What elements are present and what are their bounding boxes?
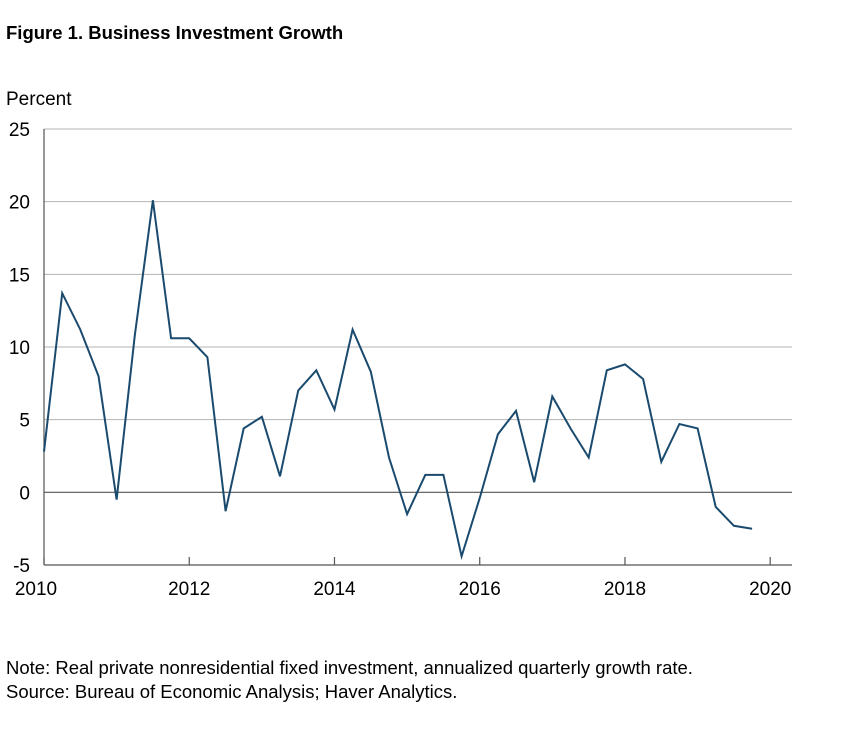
y-axis-label: Percent [6,89,72,110]
line-chart: -5 0 5 10 15 20 25 2010 2012 2014 2016 2018 2020 [9,120,792,600]
figure-title: Figure 1. Business Investment Growth [6,22,344,43]
x-tick-label: 2018 [604,579,646,600]
gridlines [44,128,792,421]
figure-notes: Note: Real private nonresidential fixed … [6,656,693,704]
x-tick-label: 2012 [168,579,210,600]
source-text: Source: Bureau of Economic Analysis; Hav… [6,681,458,702]
note-text: Note: Real private nonresidential fixed … [6,657,693,678]
x-tick-labels: 2010 2012 2014 2016 2018 2020 [15,579,791,600]
x-tick-label: 2010 [15,579,57,600]
y-tick-label: 10 [9,338,30,359]
y-tick-label: 5 [19,411,30,432]
x-tick-label: 2016 [459,579,501,600]
series-line [43,200,753,561]
y-tick-label: 15 [9,265,30,286]
y-tick-label: 25 [9,120,30,141]
series-layer [43,200,753,561]
x-tick-label: 2014 [313,579,356,600]
y-tick-label: -5 [13,556,30,577]
y-tick-label: 20 [9,193,30,214]
y-tick-labels: -5 0 5 10 15 20 25 [9,120,30,577]
y-tick-label: 0 [19,483,30,504]
x-tick-label: 2020 [749,579,791,600]
